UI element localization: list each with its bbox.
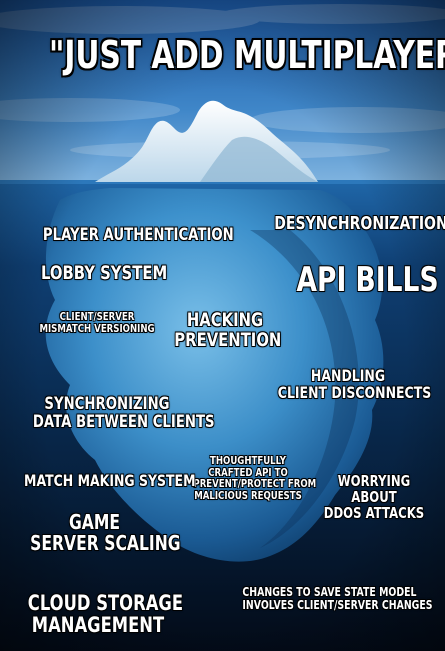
label-synchronizing-data: SYNCHRONIZING DATA BETWEEN CLIENTS xyxy=(32,394,215,432)
label-save-state-changes: CHANGES TO SAVE STATE MODEL INVOLVES CLI… xyxy=(242,585,433,612)
label-hacking-prevention: HACKING PREVENTION xyxy=(174,309,282,351)
label-api-bills: API BILLS xyxy=(296,260,439,300)
label-worrying-about-ddos: WORRYING ABOUT DDOS ATTACKS xyxy=(323,472,425,522)
label-game-server-scaling: GAME SERVER SCALING xyxy=(30,510,181,555)
label-handling-client-disconnects: HANDLING CLIENT DISCONNECTS xyxy=(277,366,432,402)
label-cloud-storage-management: CLOUD STORAGE MANAGEMENT xyxy=(27,591,184,638)
label-lobby-system: LOBBY SYSTEM xyxy=(40,262,168,284)
label-player-authentication: PLAYER AUTHENTICATION xyxy=(42,225,234,245)
label-match-making-system: MATCH MAKING SYSTEM xyxy=(24,471,196,490)
label-thoughtfully-crafted-api: THOUGHTFULLY CRAFTED API TO PREVENT/PROT… xyxy=(193,454,317,502)
meme-title: "JUST ADD MULTIPLAYER" xyxy=(48,33,445,77)
label-client-server-mismatch: CLIENT/SERVER MISMATCH VERSIONING xyxy=(39,310,155,335)
label-desynchronization: DESYNCHRONIZATION xyxy=(274,213,445,234)
